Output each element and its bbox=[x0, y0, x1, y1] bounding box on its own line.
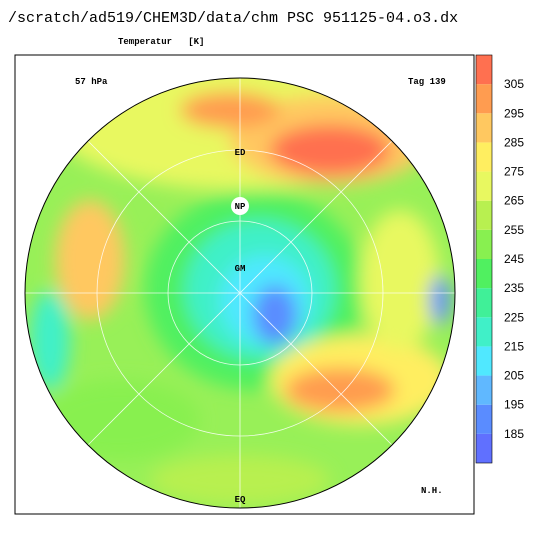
colorbar-tick-label: 275 bbox=[504, 165, 524, 179]
colorbar-tick-label: 225 bbox=[504, 310, 524, 324]
title: /scratch/ad519/CHEM3D/data/chm PSC 95112… bbox=[8, 10, 458, 27]
map-label: NP bbox=[235, 202, 246, 212]
level-label: 57 hPa bbox=[75, 77, 108, 87]
day-label: Tag 139 bbox=[408, 77, 446, 87]
colorbar-band bbox=[476, 433, 492, 463]
colorbar-band bbox=[476, 142, 492, 172]
map-edge bbox=[24, 77, 456, 509]
colorbar-tick-label: 195 bbox=[504, 398, 524, 412]
map-label: ED bbox=[235, 148, 246, 158]
colorbar-band bbox=[476, 288, 492, 318]
colorbar-tick-label: 245 bbox=[504, 252, 524, 266]
colorbar-tick-label: 215 bbox=[504, 339, 524, 353]
colorbar-tick-label: 285 bbox=[504, 135, 524, 149]
colorbar-band bbox=[476, 171, 492, 201]
colorbar-band bbox=[476, 113, 492, 143]
colorbar-tick-label: 235 bbox=[504, 281, 524, 295]
colorbar-band bbox=[476, 84, 492, 114]
colorbar-tick-label: 205 bbox=[504, 369, 524, 383]
temperature-field bbox=[25, 78, 455, 508]
colorbar-tick-label: 255 bbox=[504, 223, 524, 237]
colorbar-band bbox=[476, 317, 492, 347]
colorbar-band bbox=[476, 346, 492, 376]
map-label: EQ bbox=[235, 495, 246, 505]
colorbar-tick-label: 265 bbox=[504, 194, 524, 208]
colorbar-tick-label: 185 bbox=[504, 427, 524, 441]
map-label: GM bbox=[235, 264, 246, 274]
colorbar-band bbox=[476, 259, 492, 289]
colorbar: 185 195 205 215 225 235 245 255 265 275 285 295 305 bbox=[475, 54, 524, 464]
colorbar-band bbox=[476, 55, 492, 85]
variable-label: Temperatur [K] bbox=[118, 37, 204, 47]
colorbar-band bbox=[476, 229, 492, 259]
colorbar-tick-label: 305 bbox=[504, 77, 524, 91]
colorbar-frame bbox=[475, 54, 493, 464]
hemisphere-label: N.H. bbox=[421, 486, 443, 496]
pole-marker bbox=[231, 197, 249, 215]
colorbar-band bbox=[476, 200, 492, 230]
colorbar-tick-label: 295 bbox=[504, 106, 524, 120]
colorbar-band bbox=[476, 404, 492, 434]
colorbar-band bbox=[476, 375, 492, 405]
